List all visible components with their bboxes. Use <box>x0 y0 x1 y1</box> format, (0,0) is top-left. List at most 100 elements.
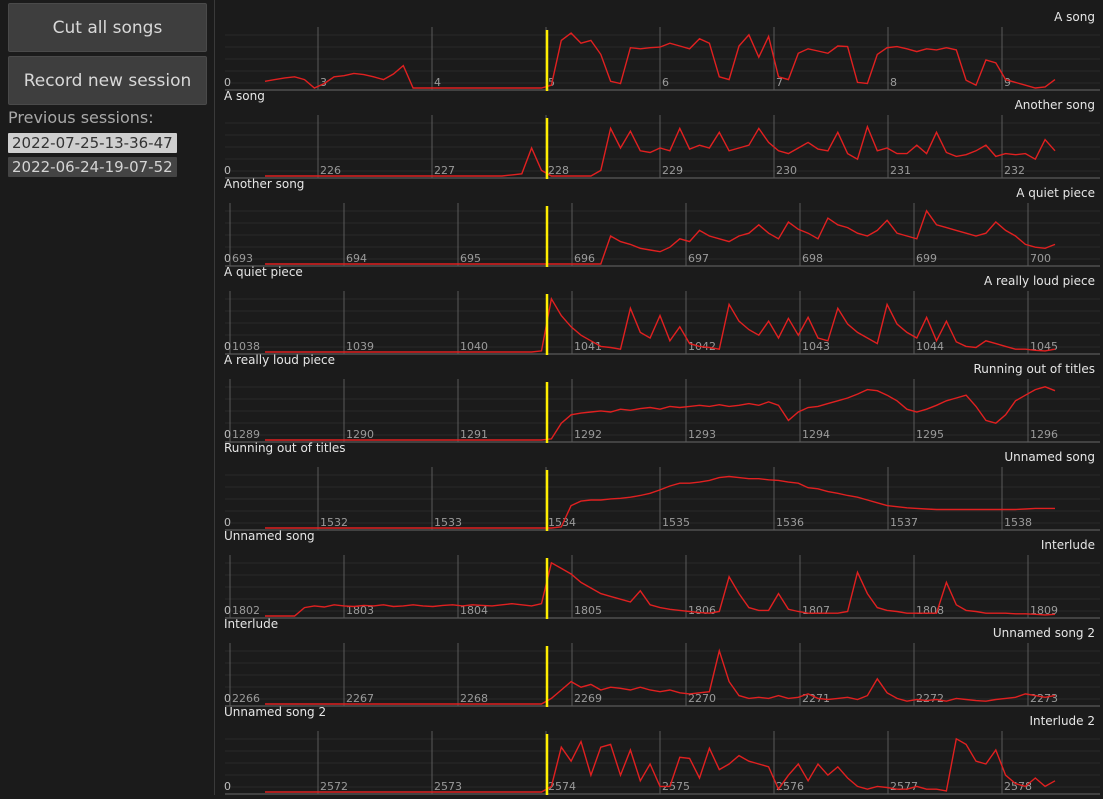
zero-label: 0 <box>224 76 231 89</box>
song-row[interactable]: 2266 2267 2268 2269 2270 2271 2272 2273 0 Interlu… <box>224 617 1100 707</box>
second-tick-label: 695 <box>460 252 481 265</box>
second-tick-label: 6 <box>662 76 669 89</box>
second-tick-label: 2266 <box>232 692 260 705</box>
second-tick-label: 1289 <box>232 428 260 441</box>
zero-label: 0 <box>224 252 231 265</box>
previous-song-title: A song <box>224 89 265 103</box>
second-tick-label: 697 <box>688 252 709 265</box>
second-tick-label: 1038 <box>232 340 260 353</box>
second-tick-label: 1532 <box>320 516 348 529</box>
second-tick-label: 1806 <box>688 604 716 617</box>
second-tick-label: 699 <box>916 252 937 265</box>
second-tick-label: 1805 <box>574 604 602 617</box>
second-tick-label: 3 <box>320 76 327 89</box>
second-tick-label: 1296 <box>1030 428 1058 441</box>
second-tick-label: 2267 <box>346 692 374 705</box>
song-row[interactable]: 226 227 228 229 230 231 232 0 A song Another song <box>224 89 1100 179</box>
second-tick-label: 1533 <box>434 516 462 529</box>
previous-song-title: Running out of titles <box>224 441 346 455</box>
session-item[interactable]: 2022-06-24-19-07-52 <box>8 157 177 177</box>
second-tick-label: 1808 <box>916 604 944 617</box>
next-song-title: Unnamed song 2 <box>993 626 1095 640</box>
second-tick-label: 1043 <box>802 340 830 353</box>
zero-label: 0 <box>224 604 231 617</box>
volume-waveform <box>265 475 1055 529</box>
second-tick-label: 1537 <box>890 516 918 529</box>
second-tick-label: 227 <box>434 164 455 177</box>
second-tick-label: 229 <box>662 164 683 177</box>
second-tick-label: 2272 <box>916 692 944 705</box>
next-song-title: Another song <box>1015 98 1095 112</box>
second-tick-label: 1039 <box>346 340 374 353</box>
second-tick-label: 1807 <box>802 604 830 617</box>
volume-waveform <box>265 561 1056 617</box>
volume-waveform <box>265 737 1056 793</box>
cut-all-songs-button[interactable]: Cut all songs <box>8 3 207 52</box>
song-row[interactable]: 1532 1533 1534 1535 1536 1537 1538 0 Running out… <box>224 441 1100 531</box>
zero-label: 0 <box>224 340 231 353</box>
second-tick-label: 1804 <box>460 604 488 617</box>
volume-waveform <box>264 32 1056 89</box>
volume-waveform <box>265 209 1056 265</box>
second-tick-label: 2573 <box>434 780 462 793</box>
previous-song-title: Unnamed song 2 <box>224 705 326 719</box>
second-tick-label: 1538 <box>1004 516 1032 529</box>
second-tick-label: 698 <box>802 252 823 265</box>
volume-waveform <box>265 648 1056 705</box>
second-tick-label: 1535 <box>662 516 690 529</box>
second-tick-label: 1291 <box>460 428 488 441</box>
song-row[interactable]: 3 4 5 6 7 8 90A song <box>224 10 1100 91</box>
second-tick-label: 228 <box>548 164 569 177</box>
second-tick-label: 2578 <box>1004 780 1032 793</box>
second-tick-label: 2574 <box>548 780 576 793</box>
song-row[interactable]: 1802 1803 1804 1805 1806 1807 1808 18090Unnamed… <box>224 529 1100 619</box>
second-tick-label: 1044 <box>916 340 944 353</box>
second-tick-label: 2269 <box>574 692 602 705</box>
volume-waveform <box>265 386 1056 441</box>
second-tick-label: 1293 <box>688 428 716 441</box>
previous-song-title: Interlude <box>224 617 278 631</box>
second-tick-label: 2273 <box>1030 692 1058 705</box>
second-tick-label: 1041 <box>574 340 602 353</box>
next-song-title: A song <box>1054 10 1095 24</box>
second-tick-label: 1040 <box>460 340 488 353</box>
second-tick-label: 2575 <box>662 780 690 793</box>
session-item-selected[interactable]: 2022-07-25-13-36-47 <box>8 133 177 153</box>
next-song-title: Interlude 2 <box>1029 714 1095 728</box>
sidebar: Cut all songs Record new session Previou… <box>0 0 215 795</box>
next-song-title: Interlude <box>1041 538 1095 552</box>
song-row[interactable]: 693 694 695 696 697 698 699 700 0 Another song A q… <box>224 177 1100 267</box>
second-tick-label: 1295 <box>916 428 944 441</box>
zero-label: 0 <box>224 692 231 705</box>
previous-song-title: A quiet piece <box>224 265 303 279</box>
second-tick-label: 2271 <box>802 692 830 705</box>
next-song-title: A really loud piece <box>984 274 1095 288</box>
previous-song-title: Unnamed song <box>224 529 315 543</box>
second-tick-label: 2572 <box>320 780 348 793</box>
zero-label: 0 <box>224 780 231 793</box>
second-tick-label: 2268 <box>460 692 488 705</box>
second-tick-label: 230 <box>776 164 797 177</box>
second-tick-label: 700 <box>1030 252 1051 265</box>
previous-song-title: A really loud piece <box>224 353 335 367</box>
volume-waveform <box>265 296 1056 353</box>
second-tick-label: 1802 <box>232 604 260 617</box>
zero-label: 0 <box>224 516 231 529</box>
song-row[interactable]: 1289 1290 1291 1292 1293 1294 1295 1296 0 A reall… <box>224 353 1100 443</box>
next-song-title: Unnamed song <box>1004 450 1095 464</box>
volume-waveform <box>265 124 1056 177</box>
second-tick-label: 231 <box>890 164 911 177</box>
second-tick-label: 1534 <box>548 516 576 529</box>
next-song-title: Running out of titles <box>973 362 1095 376</box>
next-song-title: A quiet piece <box>1016 186 1095 200</box>
record-new-session-button[interactable]: Record new session <box>8 56 207 105</box>
second-tick-label: 2270 <box>688 692 716 705</box>
second-tick-label: 7 <box>776 76 783 89</box>
second-tick-label: 226 <box>320 164 341 177</box>
second-tick-label: 9 <box>1004 76 1011 89</box>
previous-song-title: Another song <box>224 177 304 191</box>
second-tick-label: 1803 <box>346 604 374 617</box>
